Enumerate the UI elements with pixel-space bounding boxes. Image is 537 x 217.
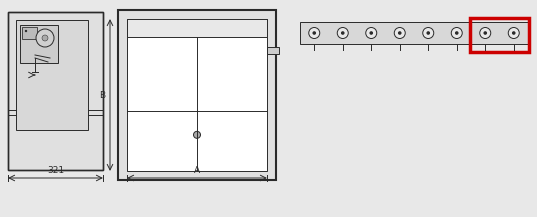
Bar (267, 47, 279, 54)
Circle shape (341, 31, 345, 35)
Circle shape (193, 131, 200, 138)
Bar (300, 22, 528, 44)
Circle shape (337, 28, 349, 38)
Bar (469, 18, 529, 52)
Circle shape (512, 31, 516, 35)
Circle shape (426, 31, 430, 35)
Circle shape (508, 28, 519, 38)
Bar (16, 20, 88, 130)
Circle shape (398, 31, 402, 35)
Circle shape (394, 28, 405, 38)
Bar (127, 19, 267, 37)
Circle shape (25, 30, 27, 32)
Circle shape (313, 31, 316, 35)
Circle shape (309, 28, 320, 38)
Text: B: B (99, 90, 105, 100)
Circle shape (455, 31, 459, 35)
Circle shape (36, 29, 54, 47)
Text: 321: 321 (47, 166, 64, 175)
Circle shape (42, 35, 48, 41)
Bar (20, 25, 58, 63)
Circle shape (483, 31, 487, 35)
Bar (8, 12, 103, 170)
Bar (8, 12, 103, 170)
Bar (118, 10, 276, 180)
Bar (127, 19, 267, 171)
Circle shape (366, 28, 377, 38)
Bar (22, 27, 37, 39)
Circle shape (369, 31, 373, 35)
Circle shape (423, 28, 434, 38)
Circle shape (451, 28, 462, 38)
Circle shape (480, 28, 491, 38)
Text: A: A (194, 166, 200, 175)
